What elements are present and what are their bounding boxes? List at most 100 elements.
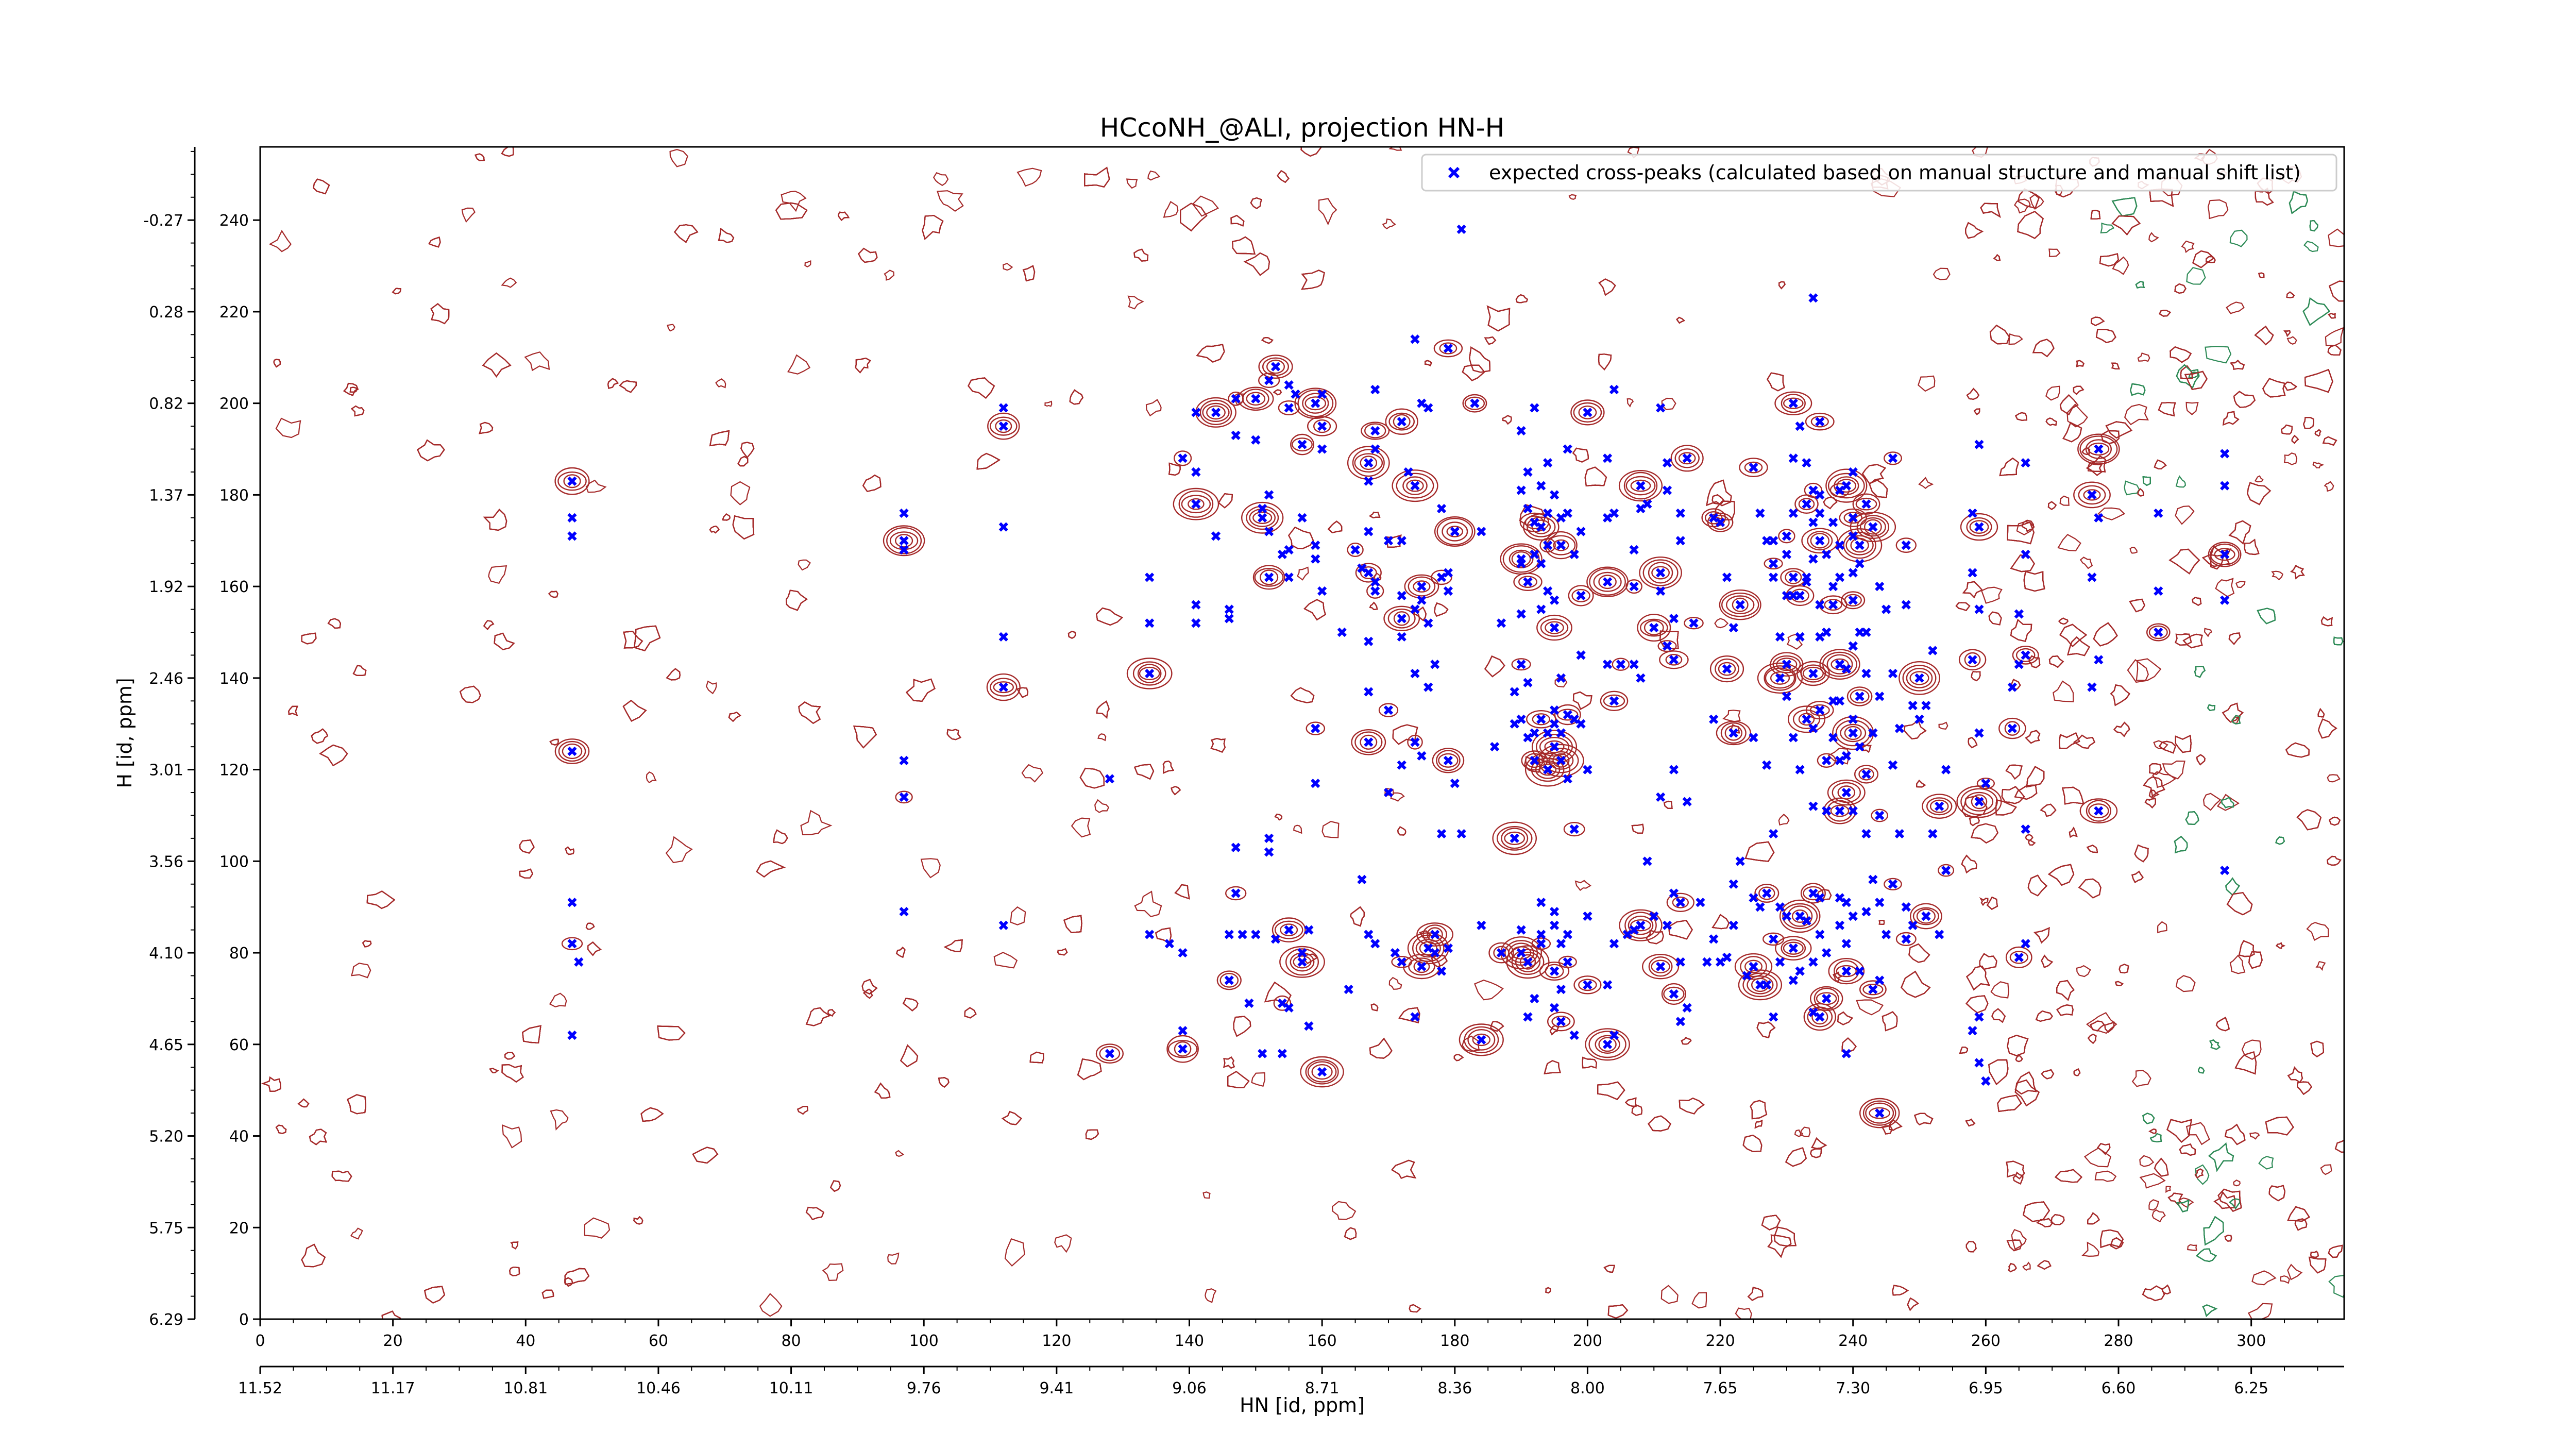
marker-stroke — [1549, 490, 1560, 500]
peak-contour — [1742, 972, 1778, 998]
marker-stroke — [1258, 503, 1267, 514]
contour-line — [1192, 195, 1219, 217]
cross-peak-marker — [1317, 1067, 1327, 1077]
contour-line — [968, 377, 995, 399]
cross-peak-marker — [1350, 545, 1360, 555]
cross-peak-marker — [1430, 660, 1440, 669]
marker-stroke — [1782, 911, 1792, 921]
cross-peak-marker — [1191, 467, 1201, 477]
marker-stroke — [567, 746, 577, 756]
contour-line — [2104, 1021, 2115, 1033]
peak-contour — [1518, 576, 1537, 588]
cross-peak-marker — [1370, 939, 1380, 949]
marker-stroke — [1656, 586, 1666, 596]
marker-stroke — [899, 906, 909, 917]
peak-contour — [1593, 571, 1622, 592]
peak-contour — [1810, 533, 1830, 549]
peak-contour — [1710, 515, 1730, 530]
marker-stroke — [1815, 893, 1825, 903]
contour-line — [1462, 364, 1485, 381]
y-tick-label: 220 — [219, 304, 249, 322]
contour-line — [1631, 1104, 1643, 1116]
contour-line — [2094, 1170, 2117, 1182]
peak-contour — [1545, 621, 1564, 634]
contour-line — [2328, 1275, 2344, 1298]
contour-line — [2192, 597, 2202, 606]
peak-contour — [1744, 959, 1762, 973]
cross-peak-marker — [1795, 966, 1805, 976]
marker-stroke — [1808, 723, 1818, 733]
contour-line — [2207, 704, 2216, 712]
cross-peak-marker — [1802, 499, 1811, 509]
contour-line — [1063, 915, 1082, 934]
marker-stroke — [1616, 660, 1625, 669]
cross-peak-marker — [1675, 898, 1685, 907]
cross-peak-marker — [1311, 541, 1320, 550]
contour-line — [1369, 511, 1381, 518]
contour-line — [261, 1076, 281, 1092]
peak-contour — [1279, 946, 1325, 978]
marker-stroke — [1297, 948, 1307, 958]
peak-contour — [1436, 750, 1461, 771]
contour-line — [2204, 628, 2213, 637]
cross-peak-marker — [1602, 577, 1613, 587]
contour-line — [2006, 1239, 2022, 1252]
contour-line — [1913, 1113, 1934, 1125]
marker-stroke — [1935, 801, 1944, 811]
contour-line — [1016, 167, 1042, 187]
cross-peak-marker — [567, 531, 577, 541]
marker-stroke — [1191, 467, 1201, 477]
marker-stroke — [1656, 962, 1666, 971]
peak-contour — [1810, 415, 1829, 428]
cross-peak-marker — [2219, 549, 2230, 560]
cross-peak-marker — [998, 920, 1008, 930]
contour-layer — [261, 147, 2344, 1319]
contour-line — [2285, 742, 2310, 758]
cross-peak-marker — [1868, 985, 1878, 995]
cross-peak-marker — [1549, 742, 1560, 752]
contour-line — [2174, 283, 2187, 294]
peak-contour — [1906, 668, 1933, 688]
contour-line — [2303, 416, 2314, 429]
contour-line — [1754, 1119, 1763, 1129]
contour-line — [417, 439, 445, 462]
contour-line — [2035, 1010, 2053, 1022]
cross-peak-marker — [1436, 503, 1447, 514]
peak-contour — [1552, 753, 1570, 768]
cross-peak-marker — [998, 522, 1008, 532]
contour-line — [2327, 855, 2342, 866]
peak-contour — [1388, 412, 1415, 431]
peak-contour — [1603, 694, 1625, 707]
contour-line — [488, 565, 507, 584]
legend: expected cross-peaks (calculated based o… — [1421, 154, 2337, 192]
marker-stroke — [1443, 755, 1453, 765]
peak-contour — [1300, 1056, 1344, 1088]
marker-stroke — [1882, 930, 1891, 939]
x-tick-label: 160 — [1308, 1332, 1337, 1350]
peak-contour — [1709, 655, 1744, 683]
peak-contour — [1578, 406, 1597, 419]
peak-contour — [1725, 595, 1755, 615]
peak-contour — [1831, 658, 1849, 670]
peak-contour — [1805, 701, 1834, 720]
contour-line — [2289, 190, 2308, 214]
marker-stroke — [1662, 485, 1672, 495]
y-ppm-tick-label: 2.46 — [149, 670, 183, 688]
contour-line — [775, 202, 808, 220]
contour-line — [524, 351, 550, 372]
marker-stroke — [1728, 728, 1738, 738]
contour-line — [2182, 633, 2203, 649]
marker-stroke — [1769, 934, 1778, 944]
marker-stroke — [1536, 522, 1546, 532]
marker-stroke — [1523, 957, 1533, 967]
marker-stroke — [1894, 723, 1905, 733]
peak-contour — [1432, 748, 1465, 773]
contour-line — [2176, 1199, 2190, 1212]
contour-line — [474, 153, 485, 161]
contour-line — [922, 215, 944, 240]
marker-stroke — [1908, 920, 1918, 930]
marker-stroke — [1556, 1017, 1566, 1026]
contour-line — [584, 1217, 611, 1239]
marker-stroke — [1231, 394, 1241, 403]
marker-stroke — [998, 632, 1008, 642]
